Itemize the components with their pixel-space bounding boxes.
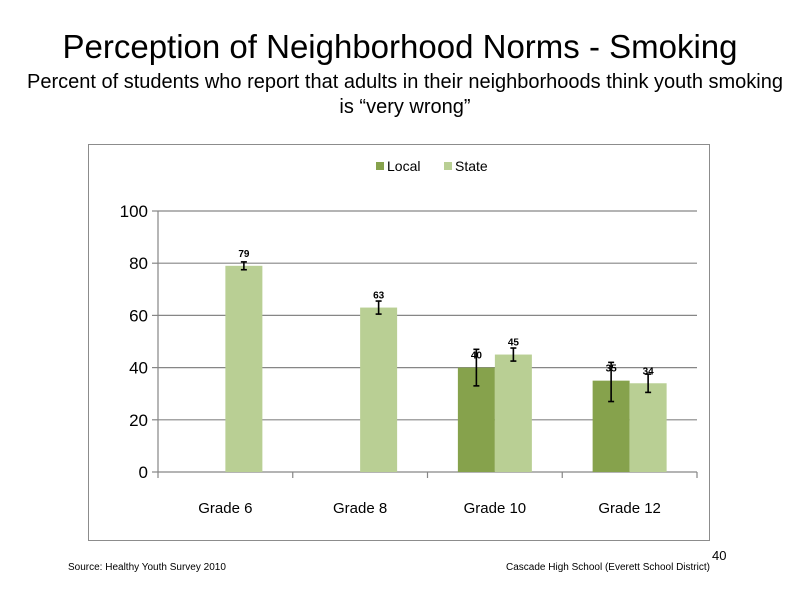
y-tick-label: 80 bbox=[129, 254, 148, 273]
y-tick-label: 100 bbox=[120, 202, 148, 221]
x-tick-label: Grade 6 bbox=[198, 500, 252, 517]
y-tick-label: 60 bbox=[129, 306, 148, 325]
legend-swatch-local bbox=[376, 162, 384, 170]
chart-subtitle: Percent of students who report that adul… bbox=[26, 71, 783, 118]
chart-title: Perception of Neighborhood Norms - Smoki… bbox=[62, 28, 738, 65]
y-tick-label: 40 bbox=[129, 359, 148, 378]
x-tick-label: Grade 10 bbox=[464, 500, 527, 517]
y-tick-label: 20 bbox=[129, 411, 148, 430]
data-label: 35 bbox=[606, 364, 618, 375]
x-tick-label: Grade 8 bbox=[333, 500, 387, 517]
legend-swatch-state bbox=[444, 162, 452, 170]
page-number: 40 bbox=[712, 548, 727, 563]
data-label: 63 bbox=[373, 291, 385, 302]
data-label: 40 bbox=[471, 351, 483, 362]
data-label: 45 bbox=[508, 338, 520, 349]
legend-label-state: State bbox=[455, 158, 488, 174]
bar-state-grade-6 bbox=[225, 265, 263, 472]
school-name: Cascade High School (Everett School Dist… bbox=[506, 562, 710, 573]
bar-state-grade-10 bbox=[494, 354, 532, 472]
bar-state-grade-12 bbox=[629, 383, 667, 472]
bar-state-grade-8 bbox=[360, 307, 398, 472]
data-label: 34 bbox=[643, 366, 655, 377]
y-tick-label: 0 bbox=[139, 463, 148, 482]
x-tick-label: Grade 12 bbox=[598, 500, 661, 517]
source-note: Source: Healthy Youth Survey 2010 bbox=[68, 562, 226, 573]
legend-label-local: Local bbox=[387, 158, 420, 174]
data-label: 79 bbox=[238, 249, 250, 260]
chart-frame bbox=[88, 144, 710, 541]
